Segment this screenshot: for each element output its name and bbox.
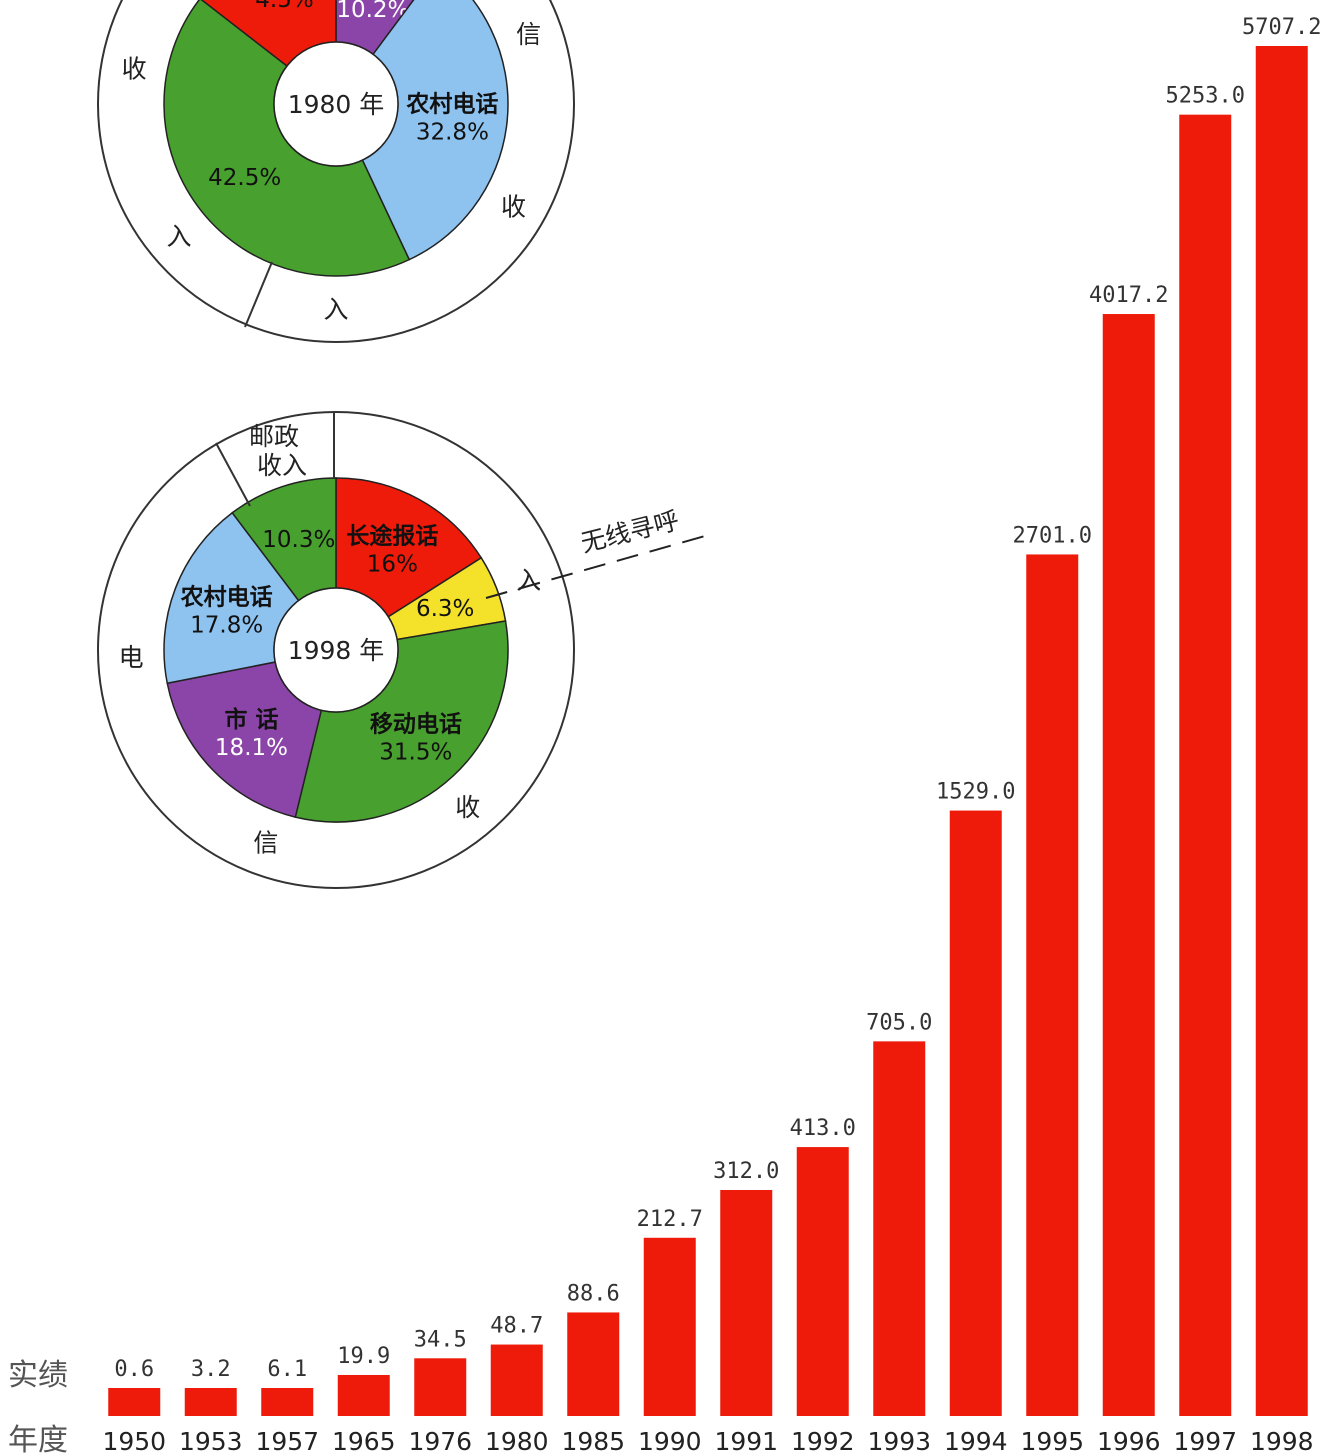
bar-1980 <box>490 1344 543 1416</box>
slice-percent-label: 10.3% <box>262 527 335 553</box>
callout-postal-line1: 邮政 <box>249 422 299 451</box>
bar-1993 <box>873 1041 926 1416</box>
outer-ring-label: 收 <box>122 54 147 83</box>
bar-value-label: 4017.2 <box>1089 283 1168 308</box>
year-tick-label: 1995 <box>1020 1427 1084 1456</box>
bar-value-label: 19.9 <box>337 1344 390 1369</box>
bar-value-label: 5707.2 <box>1242 15 1321 40</box>
outer-ring-label: 信 <box>516 20 541 49</box>
outer-ring-label: 信 <box>253 829 278 858</box>
year-tick-label: 1976 <box>408 1427 472 1456</box>
bar-1965 <box>337 1374 390 1416</box>
bar-value-label: 212.7 <box>637 1207 703 1232</box>
slice-name-label: 农村电话 <box>180 583 273 610</box>
bar-value-label: 48.7 <box>490 1314 543 1339</box>
year-tick-label: 1997 <box>1173 1427 1237 1456</box>
bar-1992 <box>796 1147 849 1416</box>
bar-value-label: 312.0 <box>713 1159 779 1184</box>
year-tick-label: 1992 <box>791 1427 855 1456</box>
callout-postal-line2: 收入 <box>257 451 307 480</box>
year-tick-label: 1994 <box>944 1427 1008 1456</box>
year-tick-label: 1991 <box>714 1427 778 1456</box>
bar-value-label: 34.5 <box>414 1327 467 1352</box>
bar-1985 <box>567 1312 620 1416</box>
outer-ring-label: 入 <box>516 566 541 595</box>
slice-percent-label: 6.3% <box>416 596 474 622</box>
ring-divider <box>244 261 273 328</box>
slice-percent-label: 10.2% <box>336 0 409 23</box>
bar-value-label: 6.1 <box>267 1357 307 1382</box>
ring-divider <box>215 442 251 507</box>
bar-1991 <box>720 1189 773 1416</box>
bar-1998 <box>1255 46 1308 1416</box>
pie-center-label: 1998 年 <box>288 636 385 665</box>
pie-center-label: 1980 年 <box>288 90 385 119</box>
bar-value-label: 1529.0 <box>936 780 1015 805</box>
callout-leader-line <box>485 533 713 599</box>
year-tick-label: 1990 <box>638 1427 702 1456</box>
bar-value-label: 2701.0 <box>1013 523 1092 548</box>
bar-1976 <box>414 1358 467 1416</box>
slice-percent-label: 18.1% <box>215 735 288 761</box>
year-row-label: 年度 <box>8 1423 68 1456</box>
outer-ring-label: 收 <box>455 793 480 822</box>
year-tick-label: 1980 <box>485 1427 549 1456</box>
slice-percent-label: 16% <box>367 551 418 577</box>
bar-1950 <box>108 1388 161 1416</box>
pie-center <box>273 587 399 713</box>
slice-percent-label: 42.5% <box>208 165 281 191</box>
year-tick-label: 1957 <box>255 1427 319 1456</box>
callout-paging: 无线寻呼 <box>578 506 682 558</box>
year-tick-label: 1996 <box>1097 1427 1161 1456</box>
bar-value-label: 3.2 <box>191 1357 231 1382</box>
bar-value-label: 88.6 <box>567 1281 620 1306</box>
slice-percent-label: 32.8% <box>416 120 489 146</box>
slice-percent-label: 31.5% <box>379 740 452 766</box>
outer-ring-label: 电 <box>119 643 144 672</box>
slice-percent-label: 17.8% <box>190 612 263 638</box>
bar-value-label: 705.0 <box>866 1010 932 1035</box>
year-tick-label: 1993 <box>867 1427 931 1456</box>
slice-name-label: 农村电话 <box>405 91 498 118</box>
bar-value-label: 413.0 <box>790 1116 856 1141</box>
year-tick-label: 1998 <box>1250 1427 1314 1456</box>
year-tick-label: 1950 <box>102 1427 166 1456</box>
outer-ring-label: 入 <box>323 295 348 324</box>
bar-1953 <box>184 1388 237 1416</box>
year-tick-label: 1953 <box>179 1427 243 1456</box>
slice-name-label: 移动电话 <box>370 712 462 738</box>
outer-ring-label: 入 <box>166 222 191 251</box>
slice-name-label: 市 话 <box>224 706 278 733</box>
bar-value-label: 0.6 <box>114 1357 154 1382</box>
bar-value-label: 5253.0 <box>1166 84 1245 109</box>
slice-percent-label: 4.5% <box>255 0 313 13</box>
bar-1990 <box>643 1237 696 1416</box>
outer-ring-label: 收 <box>501 193 526 222</box>
bar-1996 <box>1102 314 1155 1417</box>
bar-1995 <box>1026 554 1079 1416</box>
bar-series: 0.6 1950 3.2 1953 6.1 1957 19.9 1965 34.5 1976 48.… <box>102 15 1321 1456</box>
bar-1997 <box>1179 114 1232 1417</box>
year-tick-label: 1985 <box>561 1427 625 1456</box>
year-tick-label: 1965 <box>332 1427 396 1456</box>
bar-1994 <box>949 810 1002 1416</box>
bar-1957 <box>261 1388 314 1416</box>
pie-center <box>273 41 399 167</box>
slice-name-label: 长途报话 <box>346 522 438 549</box>
value-row-label: 实绩 <box>8 1358 68 1393</box>
